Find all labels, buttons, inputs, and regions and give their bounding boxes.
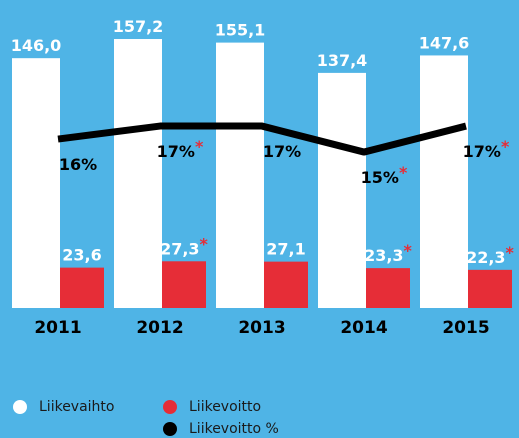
data-label: 147,6 xyxy=(419,33,470,52)
data-label: 157,2 xyxy=(113,17,164,36)
legend-label: Liikevoitto % xyxy=(189,421,279,437)
data-label: 27,1 xyxy=(266,239,305,258)
data-label: 17% xyxy=(157,142,195,161)
bar xyxy=(420,55,468,308)
data-label: 146,0 xyxy=(11,36,62,55)
legend-label: Liikevoitto xyxy=(189,399,261,415)
data-label: 22,3* xyxy=(466,242,514,266)
data-label: 137,4 xyxy=(317,50,368,69)
data-label: 137,4 xyxy=(317,50,368,69)
legend-swatch xyxy=(163,400,177,414)
data-label: 15% xyxy=(361,168,399,187)
data-label: 157,2 xyxy=(113,17,164,36)
bar xyxy=(264,261,308,308)
data-label: 27,3 xyxy=(160,239,199,258)
x-tick-label: 2012 xyxy=(136,318,183,338)
x-tick-label: 2015 xyxy=(442,318,489,338)
data-label: 17% xyxy=(263,142,301,161)
data-label: 146,0 xyxy=(11,36,62,55)
bar xyxy=(12,58,60,308)
data-label: 17%* xyxy=(463,137,510,161)
data-label: 23,3 xyxy=(364,246,403,265)
data-label: 17% xyxy=(263,142,301,161)
data-label: 23,6 xyxy=(62,245,101,264)
x-tick-label: 2011 xyxy=(34,318,81,338)
data-label: 22,3 xyxy=(466,247,505,266)
footnote-mark: * xyxy=(399,163,408,182)
bar xyxy=(318,72,366,308)
bar xyxy=(60,267,104,308)
legend-label: Liikevaihto xyxy=(39,399,114,415)
data-label: 15%* xyxy=(361,163,408,187)
data-label: 23,6 xyxy=(62,245,101,264)
data-label: 147,6 xyxy=(419,33,470,52)
line xyxy=(57,122,467,156)
bar xyxy=(216,42,264,309)
data-label: 17%* xyxy=(157,137,204,161)
bar xyxy=(366,268,410,308)
x-tick-label: 2013 xyxy=(238,318,285,338)
data-label: 23,3* xyxy=(364,241,412,265)
x-tick-label: 2014 xyxy=(340,318,387,338)
data-label: 155,1 xyxy=(215,20,266,39)
data-label: 16% xyxy=(59,155,97,174)
legend-swatch xyxy=(13,400,27,414)
footnote-mark: * xyxy=(501,137,510,156)
bar xyxy=(162,261,206,308)
bar xyxy=(468,269,512,308)
footnote-mark: * xyxy=(404,241,413,260)
footnote-mark: * xyxy=(200,234,209,253)
data-label: 17% xyxy=(463,142,501,161)
footnote-mark: * xyxy=(506,242,515,261)
footnote-mark: * xyxy=(195,137,204,156)
data-label: 16% xyxy=(59,155,97,174)
data-label: 155,1 xyxy=(215,20,266,39)
data-label: 27,3* xyxy=(160,234,208,258)
bar xyxy=(114,39,162,308)
data-label: 27,1 xyxy=(266,239,305,258)
legend-swatch xyxy=(163,422,177,436)
